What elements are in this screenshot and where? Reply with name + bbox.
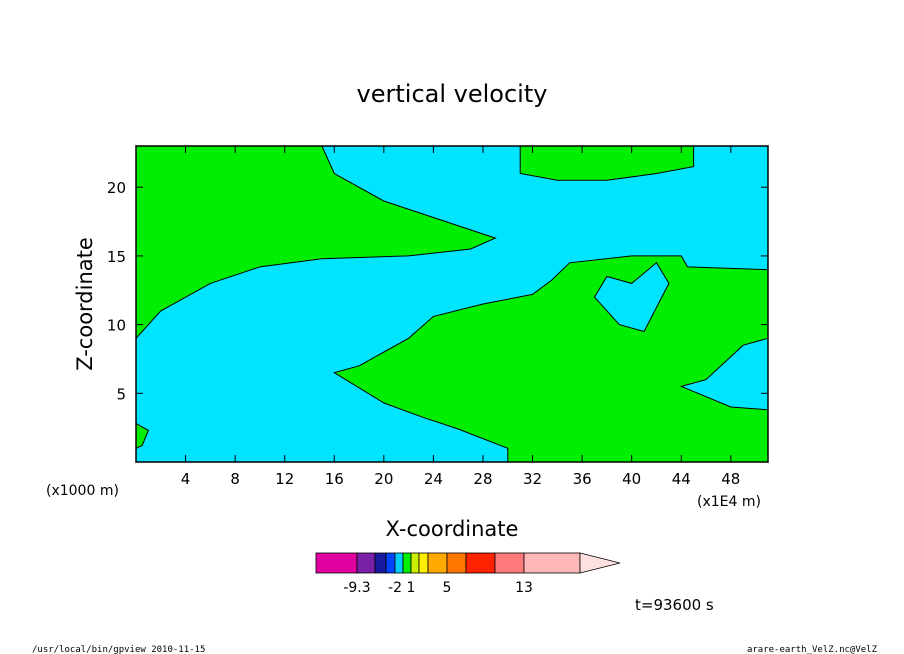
chart-title: vertical velocity	[357, 80, 548, 108]
y-tick-label: 20	[107, 179, 126, 197]
colorbar-cell	[394, 552, 404, 574]
y-axis: 5 10 15 20	[107, 179, 768, 403]
footer-left-label: /usr/local/bin/gpview 2010-11-15	[32, 645, 205, 654]
colorbar-cell	[385, 552, 396, 574]
region-top-right-strip	[519, 145, 695, 181]
x-tick-label: 32	[523, 470, 542, 488]
y-tick-label: 10	[107, 317, 126, 335]
colorbar-cell	[410, 552, 420, 574]
x-tick-label: 16	[325, 470, 344, 488]
colorbar-tick-label: -9.3	[343, 580, 370, 596]
colorbar-cell	[465, 552, 496, 574]
colorbar-cell	[402, 552, 412, 574]
x-tick-label: 12	[275, 470, 294, 488]
plot-area	[135, 145, 769, 463]
time-label: t=93600 s	[635, 596, 714, 614]
colorbar-cell	[427, 552, 448, 574]
colorbar-tick-label: 13	[515, 580, 533, 596]
colorbar-tick-label: 1	[407, 580, 416, 596]
colorbar	[315, 552, 621, 574]
y-axis-title: Z-coordinate	[73, 237, 97, 371]
region-upper-left-band	[135, 145, 497, 340]
colorbar-cell	[523, 552, 581, 574]
x-tick-label: 20	[374, 470, 393, 488]
footer-right-label: arare-earth_VelZ.nc@VelZ	[747, 645, 878, 654]
colorbar-ticks: -9.3 -2 1 5 13	[343, 580, 533, 596]
x-unit-right-label: (x1E4 m)	[697, 494, 761, 510]
colorbar-cell	[418, 552, 429, 574]
x-unit-left-label: (x1000 m)	[46, 483, 119, 499]
y-tick-label: 15	[107, 248, 126, 266]
x-tick-label: 4	[181, 470, 191, 488]
colorbar-arrow	[579, 552, 621, 574]
x-tick-label: 24	[424, 470, 443, 488]
x-tick-label: 48	[721, 470, 740, 488]
x-tick-label: 40	[622, 470, 641, 488]
contour-regions	[135, 145, 769, 463]
y-tick-label: 5	[116, 385, 126, 403]
colorbar-tick-label: 5	[443, 580, 452, 596]
x-axis-title: X-coordinate	[386, 517, 519, 541]
colorbar-cell	[374, 552, 387, 574]
region-upper-cell-cut	[593, 262, 670, 333]
colorbar-cell	[446, 552, 467, 574]
x-tick-label: 44	[672, 470, 691, 488]
region-lower-right-body	[333, 255, 769, 463]
x-tick-label: 36	[573, 470, 592, 488]
colorbar-cell	[315, 552, 358, 574]
x-axis: 4 8 12 16 20 24 28 32 36 40 44 48	[181, 146, 740, 488]
colorbar-cell	[356, 552, 376, 574]
x-tick-label: 8	[230, 470, 240, 488]
x-tick-label: 28	[473, 470, 492, 488]
colorbar-tick-label: -2	[388, 580, 402, 596]
colorbar-cell	[494, 552, 525, 574]
plot-frame	[135, 145, 769, 463]
